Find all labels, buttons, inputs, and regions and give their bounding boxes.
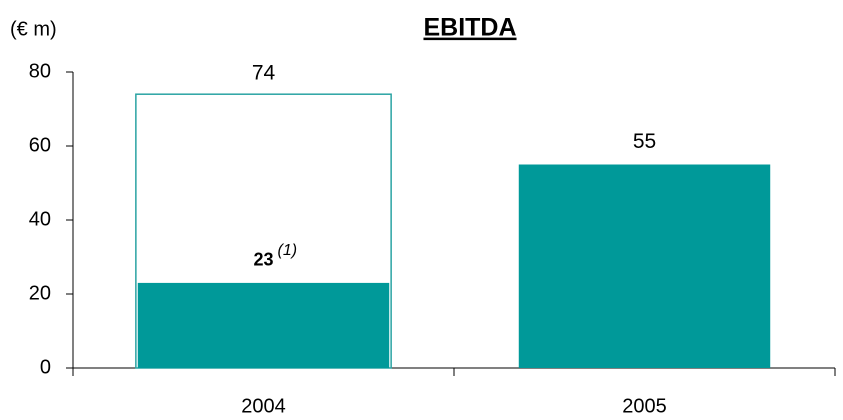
y-tick-label: 20 <box>29 282 51 304</box>
value-label: 55 <box>633 130 656 153</box>
y-tick-label: 60 <box>29 134 51 156</box>
y-tick-label: 0 <box>40 356 51 378</box>
chart-title: EBITDA <box>423 14 516 42</box>
unit-label: (€ m) <box>10 18 57 40</box>
x-tick-label: 2005 <box>622 395 667 417</box>
bar <box>518 164 771 368</box>
bar <box>137 282 390 368</box>
y-tick-label: 80 <box>29 60 51 82</box>
value-label: 23 <box>253 250 273 270</box>
annotation: (1) <box>278 242 298 259</box>
value-label: 74 <box>252 62 276 85</box>
x-tick-label: 2004 <box>241 395 286 417</box>
y-tick-label: 40 <box>29 208 51 230</box>
